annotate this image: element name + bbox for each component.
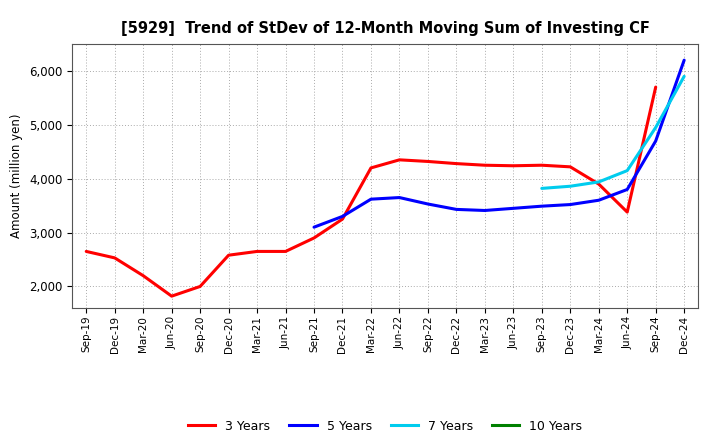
3 Years: [110, 255, 119, 260]
3 Years: [82, 249, 91, 254]
7 Years: [680, 73, 688, 79]
Line: 5 Years: 5 Years: [314, 60, 684, 227]
3 Years: [652, 84, 660, 90]
3 Years: [509, 163, 518, 169]
5 Years: [395, 195, 404, 200]
5 Years: [423, 202, 432, 207]
5 Years: [480, 208, 489, 213]
7 Years: [652, 125, 660, 130]
Line: 7 Years: 7 Years: [541, 76, 684, 188]
3 Years: [310, 235, 318, 241]
5 Years: [338, 214, 347, 219]
Legend: 3 Years, 5 Years, 7 Years, 10 Years: 3 Years, 5 Years, 7 Years, 10 Years: [183, 414, 588, 437]
5 Years: [566, 202, 575, 207]
3 Years: [623, 209, 631, 215]
3 Years: [253, 249, 261, 254]
5 Years: [537, 204, 546, 209]
7 Years: [595, 179, 603, 184]
3 Years: [338, 216, 347, 222]
7 Years: [537, 186, 546, 191]
5 Years: [310, 224, 318, 230]
5 Years: [652, 138, 660, 143]
3 Years: [167, 293, 176, 299]
3 Years: [566, 164, 575, 169]
5 Years: [680, 58, 688, 63]
Line: 3 Years: 3 Years: [86, 87, 656, 296]
3 Years: [225, 253, 233, 258]
5 Years: [595, 198, 603, 203]
3 Years: [537, 163, 546, 168]
3 Years: [595, 181, 603, 187]
5 Years: [452, 207, 461, 212]
Title: [5929]  Trend of StDev of 12-Month Moving Sum of Investing CF: [5929] Trend of StDev of 12-Month Moving…: [121, 21, 649, 36]
7 Years: [623, 168, 631, 173]
Y-axis label: Amount (million yen): Amount (million yen): [10, 114, 23, 238]
3 Years: [366, 165, 375, 171]
3 Years: [395, 157, 404, 162]
7 Years: [566, 183, 575, 189]
3 Years: [282, 249, 290, 254]
5 Years: [366, 197, 375, 202]
5 Years: [509, 205, 518, 211]
3 Years: [139, 273, 148, 279]
3 Years: [452, 161, 461, 166]
3 Years: [423, 159, 432, 164]
5 Years: [623, 187, 631, 192]
3 Years: [480, 163, 489, 168]
3 Years: [196, 284, 204, 289]
